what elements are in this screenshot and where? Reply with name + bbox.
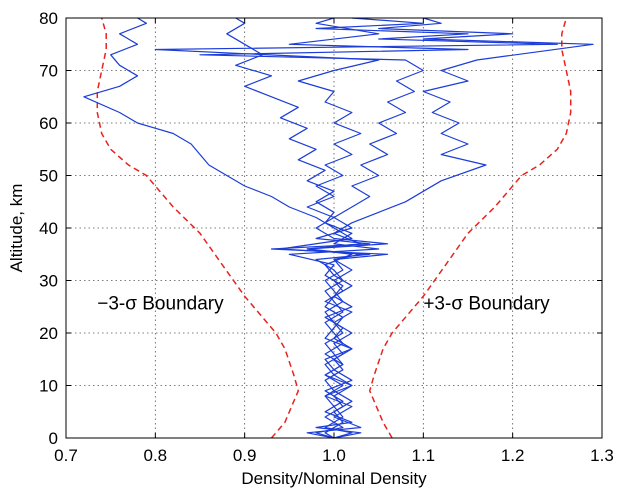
y-tick-label: 0 [49,429,58,448]
y-tick-label: 10 [39,377,58,396]
density-profile-line [306,17,594,439]
x-tick-label: 1.2 [501,446,525,465]
y-tick-label: 20 [39,324,58,343]
grid [66,18,602,438]
x-tick-label: 1.1 [412,446,436,465]
y-tick-label: 30 [39,272,58,291]
boundary-plus-3-sigma [368,17,572,439]
y-tick-label: 80 [39,9,58,28]
y-tick-label: 40 [39,219,58,238]
boundary-minus-3-sigma [96,17,300,439]
x-tick-label: 1.3 [590,446,614,465]
annotations: −3-σ Boundary +3-σ Boundary [97,293,550,314]
x-axis-title: Density/Nominal Density [241,469,427,488]
y-axis-title: Altitude, km [7,184,26,273]
y-tick-label: 70 [39,62,58,81]
density-profile-line [226,17,380,439]
boundary-annotation: +3-σ Boundary [423,293,550,314]
y-tick-label: 60 [39,114,58,133]
x-tick-label: 1.0 [322,446,346,465]
y-tick-label: 50 [39,167,58,186]
density-profiles [83,17,594,439]
x-tick-label: 0.8 [144,446,168,465]
density-profile-line [83,17,371,439]
boundary-annotation: −3-σ Boundary [97,293,224,314]
axis-ticks: 0.7 0.8 0.9 1.0 1.1 1.2 1.3 0 10 20 30 40 50 60 70 80 [39,9,614,465]
x-tick-label: 0.7 [54,446,78,465]
density-profile-line [154,17,558,439]
x-tick-label: 0.9 [233,446,257,465]
sigma-boundaries [96,17,572,439]
